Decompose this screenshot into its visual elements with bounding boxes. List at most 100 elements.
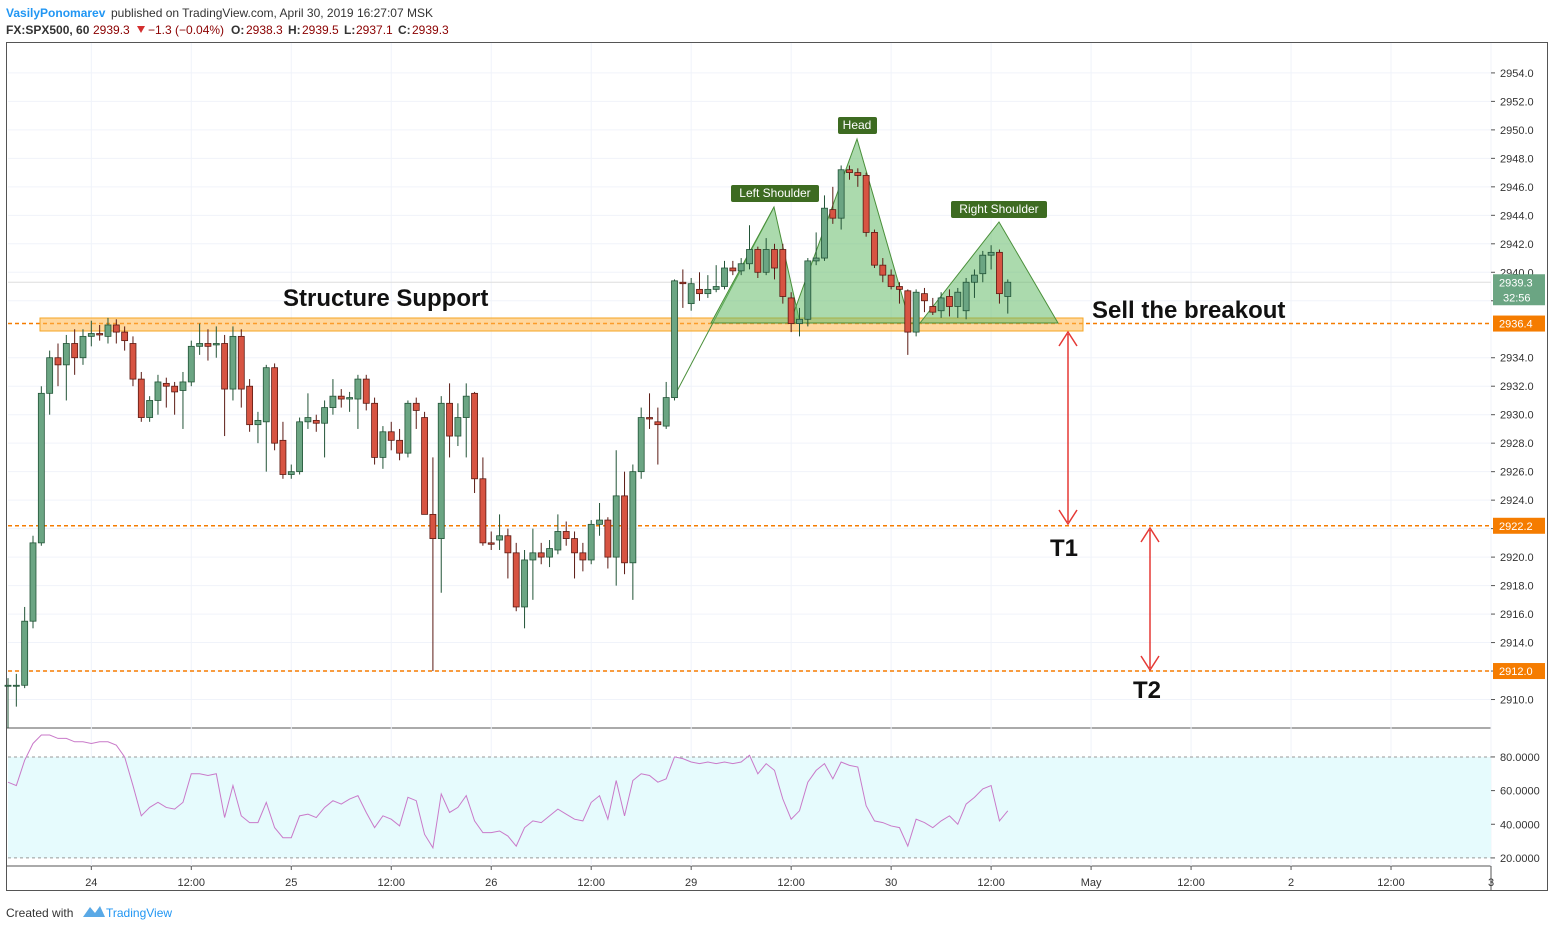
x-tick-label: 25 [285,877,297,889]
y-tick-label: 2932.0 [1500,381,1534,393]
candles [4,165,1012,728]
candle-body [554,531,562,551]
o-label: O: [231,23,244,37]
candle-body [937,297,945,312]
candle-body [587,523,595,561]
candle-body [621,495,628,564]
last-price-label: 2939.3 [1499,277,1533,289]
candle-body [162,382,170,387]
logo [83,906,105,917]
author[interactable]: VasilyPonomarev [6,6,106,20]
candle-body [921,293,928,302]
candle-body [612,495,620,558]
candle-body [296,421,304,473]
price-axis: 24 12:00 25 12:00 26 12:00 29 12:00 30 12:00 May 12… [85,68,1545,889]
candle-body [879,264,887,276]
y-tick-label: 2934.0 [1500,353,1534,365]
candle-body [721,267,728,287]
rsi-band [8,756,1491,858]
candle-body [46,357,54,394]
candle-body [287,471,295,475]
candle-body [662,397,670,427]
close-value: 2939.3 [412,23,449,37]
candle-body [196,343,204,347]
price-tag [1493,315,1545,332]
candle-body [179,381,187,391]
candle-body [637,417,645,473]
candle-body [1004,281,1012,297]
candle-body [221,343,229,390]
candle-body [771,249,778,269]
candle-body [487,542,495,545]
candle-body [654,421,662,426]
candle-body [446,402,453,437]
left-shoulder-label: Left Shoulder [739,186,810,200]
candle-body [79,335,87,359]
t1-annotation: T1 [1050,535,1078,562]
candle-body [237,335,245,390]
candle-body [887,274,895,287]
candle-body [537,552,545,558]
candle-body [21,620,29,686]
head-label: Head [843,118,872,132]
candle-body [804,260,812,320]
candle-body [762,249,770,273]
candle-body [271,367,279,444]
countdown: 32:56 [1503,292,1531,304]
y-tick-label: 2928.0 [1500,438,1534,450]
candle-body [96,333,104,336]
candle-body [37,392,45,544]
y-tick-label: 2954.0 [1500,68,1534,80]
candle-body [412,402,420,411]
candle-body [29,542,37,622]
last-price-tag [1493,274,1545,306]
x-tick-label: May [1081,877,1102,889]
candle-body [929,306,937,313]
candle-body [354,378,362,400]
candle-body [471,392,478,480]
right-shoulder-label: Right Shoulder [959,202,1038,216]
created-with: Created with [6,906,73,920]
candle-body [862,175,870,233]
x-tick-label: 29 [685,877,697,889]
candle-body [696,288,703,295]
candle-body [129,343,137,380]
rsi-tick-label: 20.0000 [1500,853,1540,865]
candle-body [279,439,287,475]
x-tick-label: 12:00 [777,877,805,889]
h-label: H: [288,23,301,37]
y-tick-label: 2952.0 [1500,96,1534,108]
brand[interactable]: TradingView [106,906,172,920]
high-value: 2939.5 [302,23,339,37]
candle-body [171,385,179,393]
candle-body [137,378,145,418]
price-tag [1493,517,1545,534]
candle-body [429,513,437,539]
candle-body [712,286,720,290]
candle-body [579,552,587,561]
candle-body [312,419,320,424]
candle-body [104,324,112,337]
candle-body [187,345,195,383]
candle-body [996,251,1003,295]
x-tick-label: 12:00 [377,877,405,889]
candle-body [737,263,745,272]
candle-body [829,209,837,219]
candle-body [321,407,328,424]
candle-body [904,290,912,333]
candle-body [854,172,862,176]
candle-body [946,296,953,307]
candle-body [437,402,445,539]
x-tick-label: 12:00 [1177,877,1205,889]
candle-body [746,249,753,265]
frame [6,42,1548,891]
change: −1.3 (−0.04%) [148,23,224,37]
price-tag-label: 2912.0 [1499,666,1533,678]
candle-body [121,331,129,342]
candle-body [521,559,528,608]
candle-body [371,402,378,458]
candle-body [754,249,762,273]
candle-body [821,207,828,259]
candle-body [479,478,487,544]
